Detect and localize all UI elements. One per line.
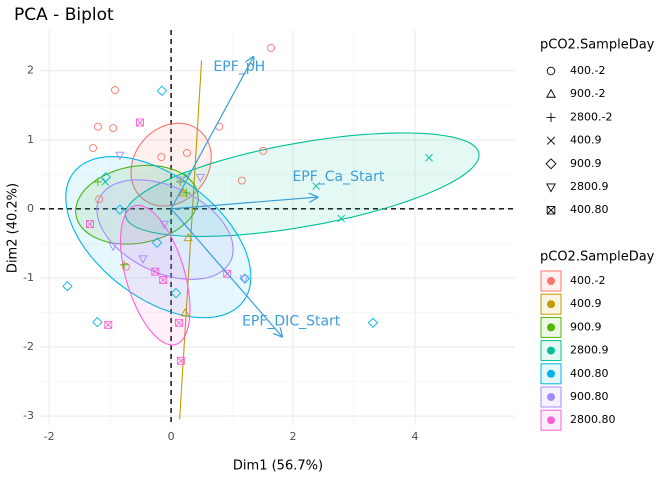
legend-dot: [547, 369, 555, 378]
legend-label: 400.-2: [570, 64, 605, 77]
confidence-ellipse: [96, 179, 234, 280]
point: [92, 316, 103, 328]
point: [93, 177, 103, 187]
chart-title: PCA - Biplot: [14, 5, 114, 25]
point: [337, 214, 346, 223]
y-tick-label: 2: [27, 64, 34, 77]
point: [180, 307, 190, 317]
point: [183, 148, 191, 157]
point: [109, 124, 118, 133]
y-tick-label: 1: [27, 133, 34, 146]
legend-label: 2800.-2: [570, 110, 612, 123]
point: [159, 276, 168, 284]
point: [175, 176, 185, 185]
point: [176, 356, 185, 365]
point: [546, 136, 556, 145]
point: [115, 151, 125, 161]
point: [89, 144, 97, 153]
x-tick-label: -2: [44, 430, 55, 443]
point: [546, 112, 556, 122]
shape-legend-title: pCO2.SampleDay: [540, 38, 655, 53]
loading-arrow: [170, 57, 253, 210]
y-axis-title: Dim2 (40.2%): [6, 183, 21, 273]
point: [175, 318, 183, 327]
legend-label: 900.9: [570, 320, 602, 333]
point: [151, 237, 163, 248]
legend-label: 2800.9: [570, 180, 609, 193]
y-tick-label: -3: [23, 409, 34, 422]
point: [95, 195, 104, 204]
point: [122, 262, 130, 271]
x-tick-label: 4: [412, 430, 419, 443]
point: [546, 205, 556, 215]
point: [259, 146, 268, 155]
point: [119, 260, 129, 269]
legend-label: 400.80: [570, 367, 609, 380]
point: [182, 188, 191, 198]
legend-label: 400.9: [570, 134, 602, 147]
point: [267, 44, 276, 52]
confidence-ellipse: [179, 60, 203, 420]
x-tick-label: 2: [290, 430, 297, 443]
point: [156, 85, 168, 96]
point: [239, 275, 249, 284]
loading-label: EPF_DIC_Start: [242, 314, 341, 330]
point: [136, 118, 144, 127]
x-axis-title: Dim1 (56.7%): [233, 459, 323, 474]
confidence-ellipse: [65, 156, 252, 319]
legend-dot: [547, 346, 555, 355]
point: [138, 255, 148, 264]
point: [195, 173, 205, 183]
loading-arrow: [171, 197, 317, 210]
loading-label: EPF_Ca_Start: [292, 169, 384, 185]
legend-label: 400.-2: [570, 274, 605, 287]
point: [62, 281, 73, 292]
legend-label: 2800.9: [570, 344, 609, 357]
legend-dot: [547, 277, 555, 285]
point: [157, 153, 166, 162]
point: [546, 66, 556, 76]
point: [151, 267, 160, 276]
point: [237, 176, 246, 185]
point: [159, 220, 170, 230]
point: [546, 88, 556, 98]
point: [367, 317, 379, 328]
loading-label: EPF_pH: [213, 59, 265, 75]
point: [312, 182, 321, 190]
y-tick-label: -2: [23, 340, 34, 353]
legend-dot: [547, 416, 555, 425]
point: [178, 187, 188, 197]
legend-label: 2800.80: [570, 413, 616, 426]
point: [546, 183, 556, 193]
y-tick-label: 0: [27, 202, 34, 215]
y-tick-label: -1: [23, 271, 34, 284]
point: [86, 220, 94, 228]
point: [183, 232, 193, 242]
legend-label: 900.-2: [570, 87, 605, 100]
point: [108, 242, 118, 252]
legend-dot: [547, 300, 555, 309]
x-tick-label: 0: [168, 430, 175, 443]
legend-label: 900.80: [570, 390, 609, 403]
point: [111, 86, 119, 95]
legend-label: 400.9: [570, 297, 602, 310]
point: [114, 204, 126, 215]
point: [425, 153, 433, 162]
point: [93, 122, 102, 131]
legend-dot: [547, 323, 555, 332]
point: [170, 287, 182, 299]
point: [104, 320, 113, 329]
point: [545, 158, 557, 170]
legend-dot: [547, 393, 555, 401]
loading-arrow: [170, 208, 282, 337]
point: [100, 171, 112, 183]
legend-label: 400.80: [570, 203, 609, 216]
legend-label: 900.9: [570, 157, 602, 170]
color-legend-title: pCO2.SampleDay: [540, 250, 655, 265]
